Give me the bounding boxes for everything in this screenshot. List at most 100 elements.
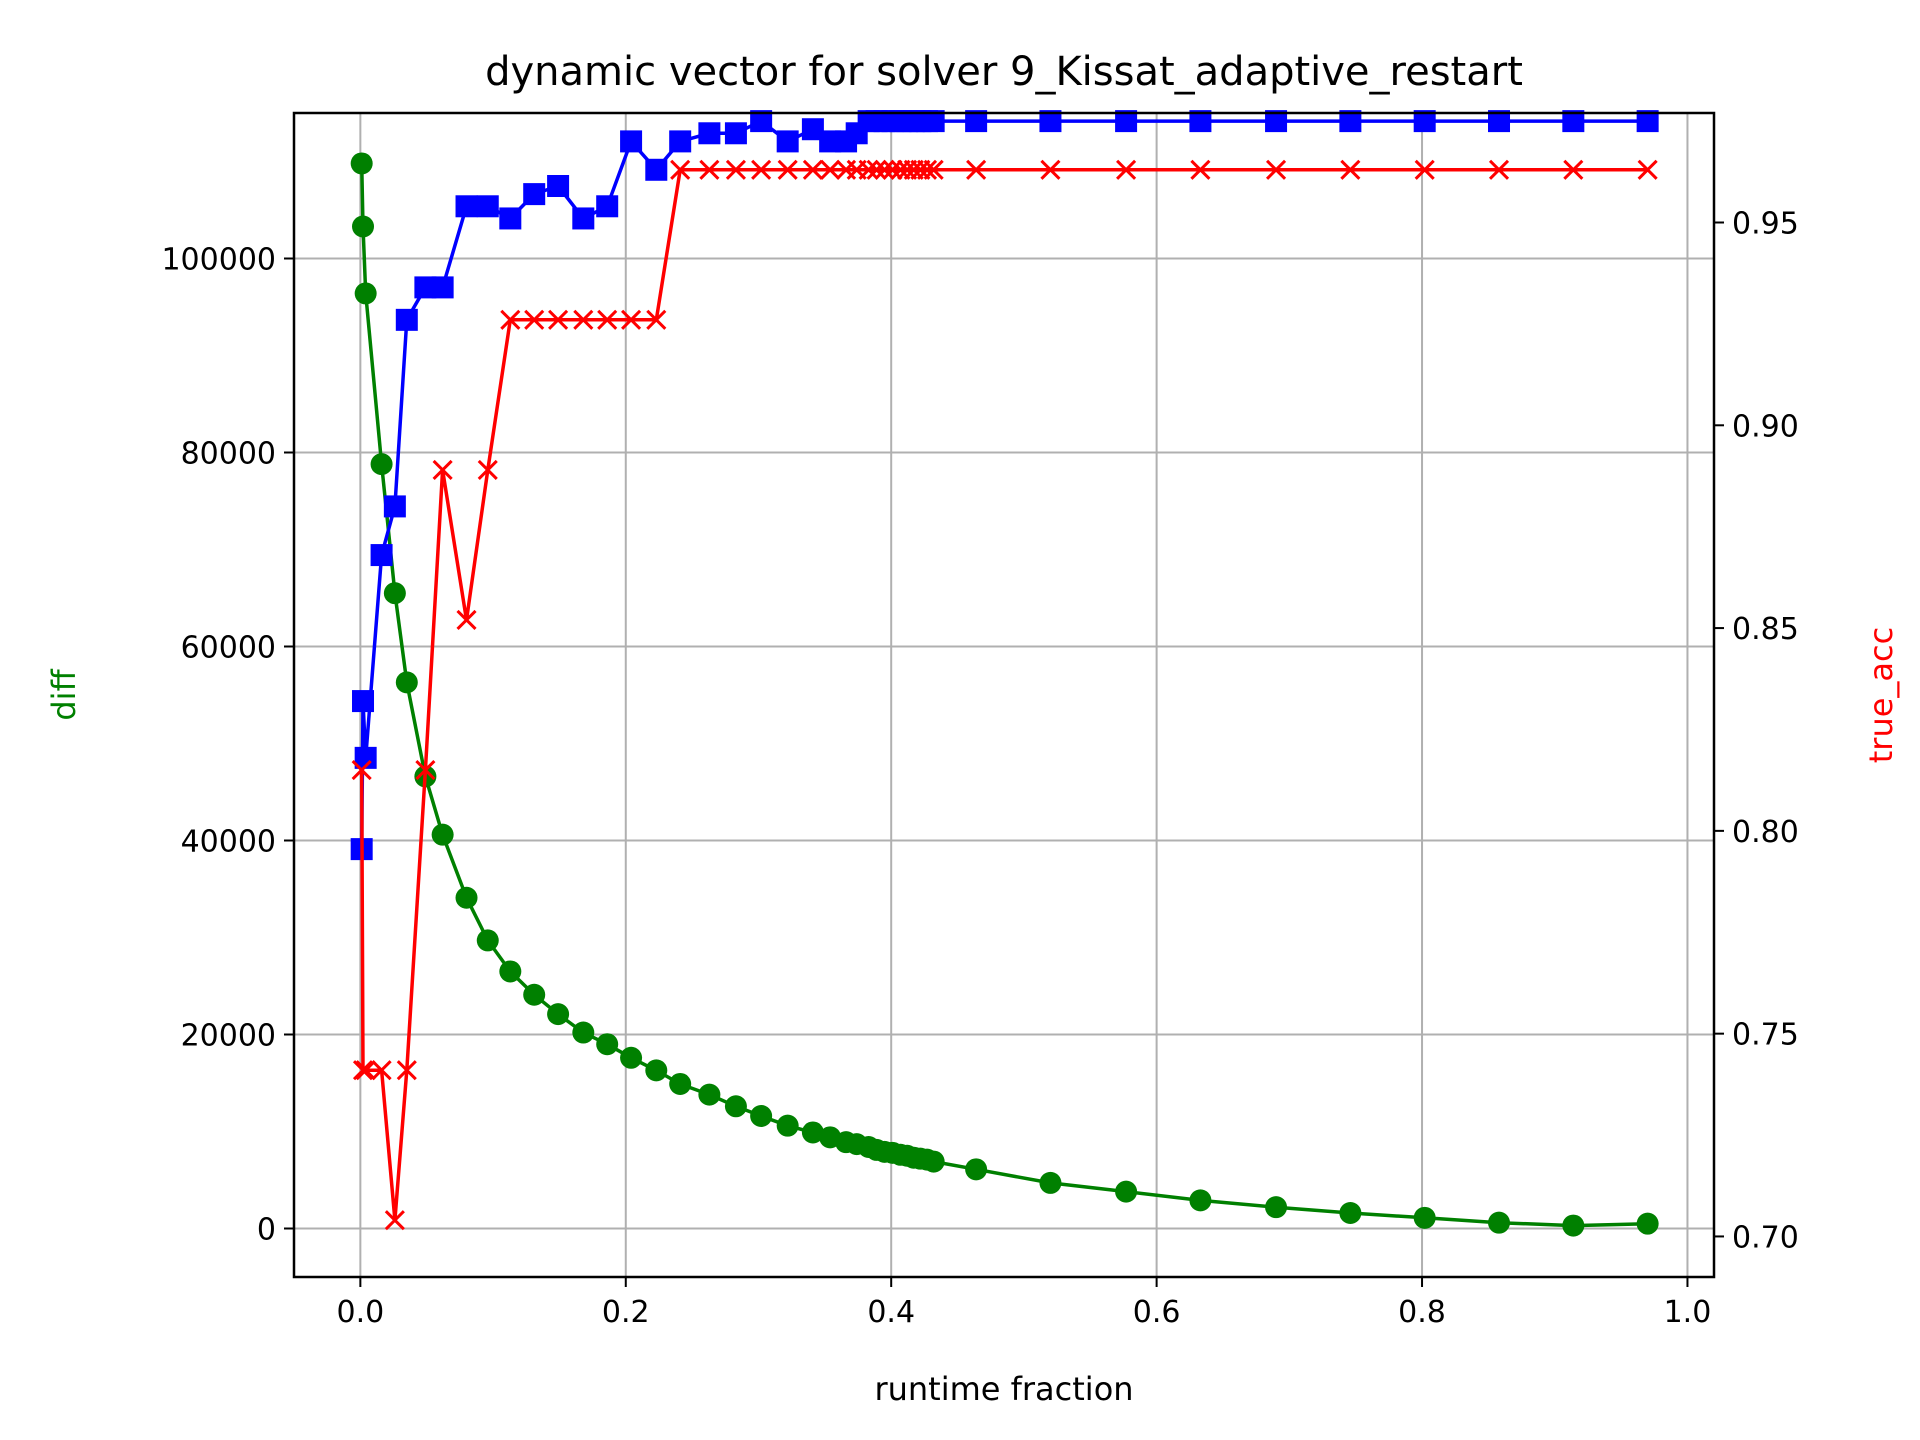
- data-point: [1265, 110, 1288, 133]
- data-point: [383, 495, 406, 518]
- data-point: [547, 1003, 570, 1026]
- data-point: [874, 159, 895, 180]
- data-point: [776, 130, 799, 153]
- x-tick-label: 0.4: [867, 1295, 915, 1330]
- data-point: [1039, 110, 1062, 133]
- data-point: [476, 929, 499, 952]
- data-point: [499, 960, 522, 983]
- data-point: [922, 1150, 945, 1173]
- data-point: [802, 159, 823, 180]
- data-point: [431, 823, 454, 846]
- data-point: [1115, 110, 1138, 133]
- data-point: [456, 609, 477, 631]
- data-point: [573, 309, 594, 330]
- data-point: [383, 582, 406, 605]
- data-point: [396, 1060, 417, 1081]
- data-point: [370, 544, 393, 567]
- data-point: [923, 159, 944, 180]
- x-axis-label: runtime fraction: [874, 1370, 1133, 1408]
- plot-frame: [292, 111, 1716, 1279]
- y-axis-ticks: 0 20000 40000 60000 80000 100000: [161, 243, 294, 1248]
- data-point: [724, 1095, 747, 1118]
- data-point: [751, 159, 772, 180]
- y2-tick-label: 0.70: [1732, 1220, 1799, 1255]
- data-point: [916, 159, 938, 180]
- data-point: [597, 309, 618, 330]
- data-point: [1190, 159, 1211, 180]
- data-point: [965, 1158, 988, 1181]
- data-point: [922, 110, 945, 133]
- y-axis-label: diff: [45, 668, 83, 720]
- data-point: [1488, 1211, 1511, 1234]
- chart-title: dynamic vector for solver 9_Kissat_adapt…: [485, 49, 1523, 95]
- data-point: [620, 1046, 643, 1069]
- data-point: [1413, 110, 1436, 133]
- data-point: [1265, 1196, 1288, 1219]
- y-tick-label: 60000: [181, 631, 276, 666]
- data-point: [1116, 159, 1137, 180]
- data-point: [820, 159, 841, 180]
- data-point: [395, 308, 418, 331]
- data-point: [547, 175, 570, 198]
- data-point: [1265, 159, 1287, 180]
- data-point: [355, 1060, 376, 1081]
- y2-tick-label: 0.85: [1732, 612, 1799, 647]
- data-point: [698, 1083, 721, 1106]
- data-point: [414, 276, 437, 299]
- y-tick-label: 20000: [181, 1019, 276, 1054]
- x-tick-label: 1.0: [1664, 1295, 1712, 1330]
- data-point: [415, 759, 436, 781]
- data-point: [352, 690, 375, 713]
- data-point: [858, 159, 879, 180]
- data-point: [548, 309, 569, 330]
- data-point: [395, 671, 418, 694]
- data-point: [523, 183, 546, 206]
- x-tick-label: 0.8: [1398, 1295, 1446, 1330]
- x-axis-ticks: 0.0 0.2 0.4 0.6 0.8 1.0: [336, 1277, 1711, 1330]
- data-point: [725, 159, 746, 180]
- data-point: [499, 207, 522, 230]
- x-tick-label: 0.0: [336, 1295, 384, 1330]
- y-tick-label: 40000: [181, 825, 276, 860]
- data-point: [476, 195, 499, 218]
- grid: [294, 113, 1714, 1277]
- data-point: [750, 110, 773, 133]
- data-point: [1339, 110, 1362, 133]
- data-point: [699, 159, 720, 180]
- data-point: [500, 309, 521, 330]
- data-point: [669, 130, 692, 153]
- data-point: [572, 207, 595, 230]
- data-point: [645, 158, 668, 181]
- data-point: [432, 459, 453, 480]
- y2-tick-label: 0.80: [1732, 815, 1799, 850]
- series-line: [359, 168, 1648, 1222]
- data-point: [1636, 1212, 1659, 1235]
- data-point: [384, 1210, 405, 1231]
- data-point: [777, 159, 798, 180]
- data-point: [455, 195, 478, 218]
- y2-tick-label: 0.95: [1732, 207, 1799, 242]
- data-point: [801, 118, 824, 141]
- y2-axis-label: true_acc: [1862, 627, 1900, 763]
- data-point: [645, 1059, 668, 1082]
- data-point: [670, 159, 691, 180]
- data-point: [354, 282, 377, 305]
- data-point: [371, 1060, 392, 1081]
- y-tick-label: 80000: [181, 437, 276, 472]
- data-point: [477, 459, 498, 480]
- data-point: [1339, 1201, 1362, 1224]
- data-point: [455, 886, 478, 909]
- data-point: [1040, 159, 1061, 180]
- data-point: [801, 1121, 824, 1144]
- data-point: [354, 746, 377, 769]
- data-point: [1414, 159, 1435, 180]
- data-point: [1562, 1214, 1585, 1237]
- data-point: [966, 159, 987, 180]
- data-point: [596, 1033, 619, 1056]
- data-point: [750, 1104, 773, 1127]
- data-point: [596, 195, 619, 218]
- y2-tick-label: 0.90: [1732, 409, 1799, 444]
- data-point: [523, 983, 546, 1006]
- data-point: [1189, 110, 1212, 133]
